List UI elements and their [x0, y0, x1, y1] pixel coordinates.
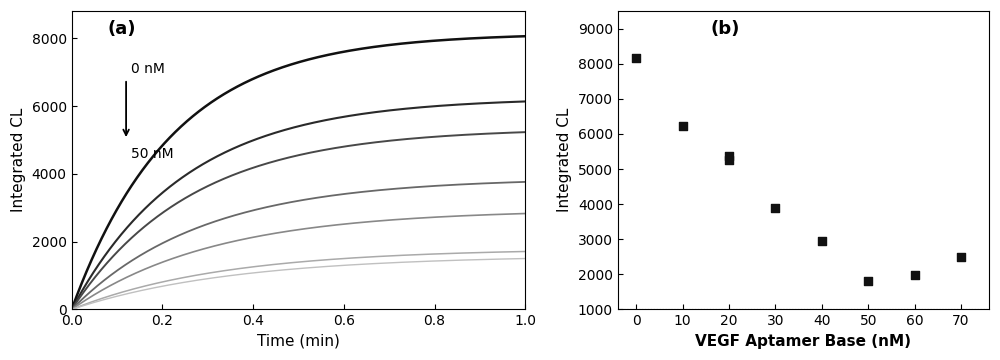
Point: [721, 157, 737, 163]
Point: [767, 206, 783, 211]
Text: 50 nM: 50 nM: [131, 147, 173, 161]
Point: [860, 278, 876, 284]
Y-axis label: Integrated CL: Integrated CL: [557, 108, 572, 212]
X-axis label: Time (min): Time (min): [257, 334, 340, 349]
Point: [953, 254, 969, 260]
Point: [675, 123, 691, 129]
Point: [907, 273, 923, 278]
Point: [628, 55, 644, 61]
Text: (b): (b): [710, 20, 740, 38]
Text: 0 nM: 0 nM: [131, 62, 165, 76]
Y-axis label: Integrated CL: Integrated CL: [11, 108, 26, 212]
Point: [721, 153, 737, 159]
X-axis label: VEGF Aptamer Base (nM): VEGF Aptamer Base (nM): [695, 334, 911, 349]
Point: [814, 238, 830, 244]
Text: (a): (a): [108, 20, 136, 38]
